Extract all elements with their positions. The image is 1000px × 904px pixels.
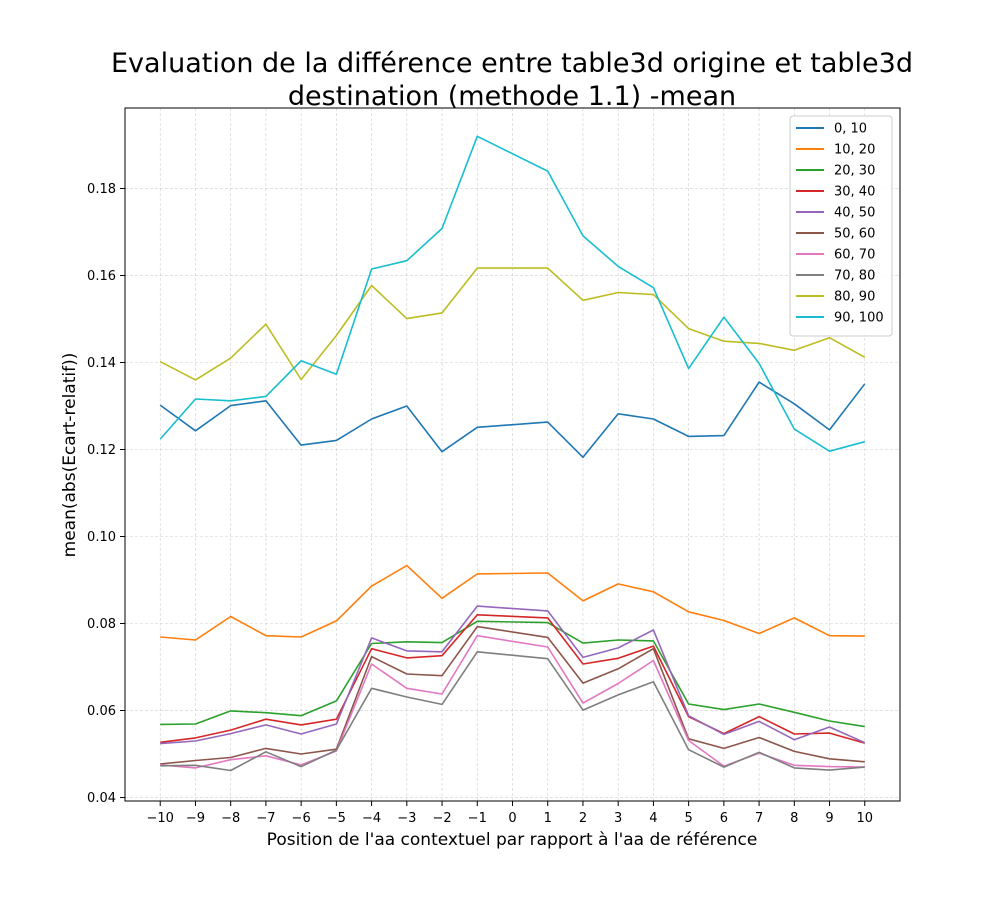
y-tick-label: 0.08 <box>87 617 116 632</box>
x-tick-label: −1 <box>468 811 487 826</box>
legend-label: 10, 20 <box>834 143 875 158</box>
x-tick-label: −4 <box>362 811 381 826</box>
y-tick-label: 0.12 <box>87 443 116 458</box>
series-line-9 <box>159 135 866 453</box>
x-tick-label: −3 <box>397 811 416 826</box>
x-tick-label: −9 <box>186 811 205 826</box>
y-tick-label: 0.14 <box>87 356 116 371</box>
series-line-8 <box>159 267 866 381</box>
legend-label: 40, 50 <box>834 206 875 221</box>
y-axis-label: mean(abs(Ecart-relatif)) <box>60 353 80 558</box>
series-line-7 <box>160 650 865 772</box>
y-tick-label: 0.16 <box>87 269 116 284</box>
x-tick-label: −7 <box>256 811 275 826</box>
x-tick-label: 4 <box>649 811 657 826</box>
legend-label: 70, 80 <box>834 269 875 284</box>
y-tick-label: 0.10 <box>87 530 116 545</box>
x-tick-label: 9 <box>825 811 833 826</box>
chart-title-line-1: Evaluation de la différence entre table3… <box>111 48 913 79</box>
x-tick-label: 10 <box>856 811 873 826</box>
y-tick-label: 0.06 <box>87 704 116 719</box>
x-tick-label: 6 <box>720 811 728 826</box>
legend-label: 50, 60 <box>834 227 875 242</box>
legend-label: 80, 90 <box>834 290 875 305</box>
legend-label: 30, 40 <box>834 185 875 200</box>
x-tick-label: −8 <box>221 811 240 826</box>
x-tick-label: 1 <box>544 811 552 826</box>
x-tick-label: −5 <box>327 811 346 826</box>
x-tick-label: 3 <box>614 811 622 826</box>
series-line-2 <box>160 620 865 728</box>
x-tick-label: 8 <box>790 811 798 826</box>
series-lines <box>159 135 866 772</box>
series-line-3 <box>160 613 866 744</box>
legend-label: 60, 70 <box>834 248 875 263</box>
chart-title-line-2: destination (methode 1.1) -mean <box>288 81 736 112</box>
x-tick-label: −6 <box>292 811 311 826</box>
y-tick-label: 0.18 <box>87 182 116 197</box>
legend: 0, 10 10, 20 20, 30 30, 40 40, 50 50, 60 60, 7… <box>789 115 893 337</box>
x-tick-label: −10 <box>147 811 174 826</box>
x-tick-label: 0 <box>508 811 516 826</box>
x-tick-label: 5 <box>684 811 692 826</box>
x-axis-label: Position de l'aa contextuel par rapport … <box>267 830 758 850</box>
legend-label: 90, 100 <box>834 311 884 326</box>
series-line-5 <box>160 625 865 765</box>
x-tick-label: −2 <box>432 811 451 826</box>
series-line-1 <box>160 564 865 641</box>
series-line-0 <box>159 381 866 459</box>
x-tick-label: 7 <box>755 811 763 826</box>
series-line-4 <box>160 605 866 745</box>
x-tick-label: 2 <box>579 811 587 826</box>
legend-label: 0, 10 <box>834 122 867 137</box>
legend-label: 20, 30 <box>834 164 875 179</box>
grid <box>125 108 900 801</box>
y-tick-label: 0.04 <box>87 791 116 806</box>
axis-ticks: −10 −9 −8 −7 −6 −5 −4 −3 −2 −1 0 1 2 3 4 5 6 7 8 9 100.040.0… <box>87 182 873 826</box>
